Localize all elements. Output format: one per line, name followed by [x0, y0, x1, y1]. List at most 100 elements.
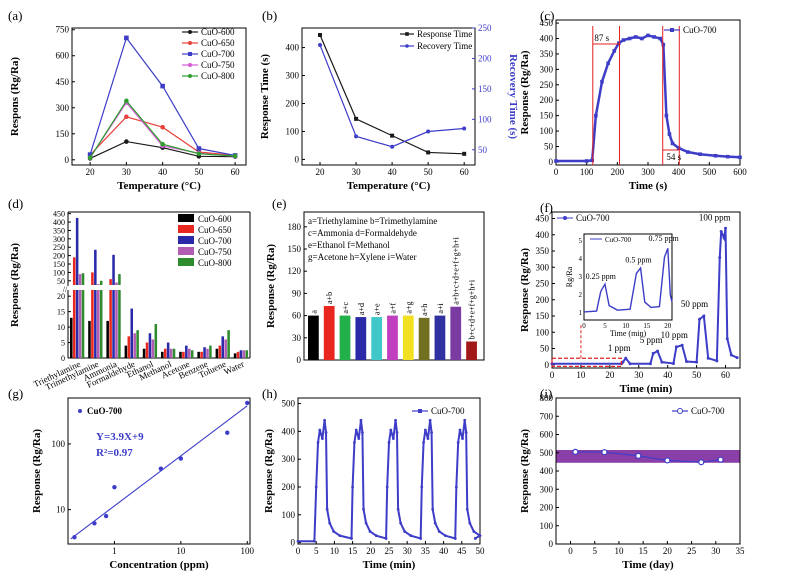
- data-point: [426, 437, 430, 441]
- y-tick-label: 0: [65, 155, 70, 165]
- x-tick-label: 50: [692, 370, 702, 380]
- y-tick-label: 0: [549, 539, 554, 549]
- y2-tick-label: 200: [478, 53, 492, 63]
- x-tick-label: 60: [721, 370, 731, 380]
- legend-label: CuO-650: [198, 225, 232, 235]
- legend-label: Recovery Time: [417, 41, 472, 51]
- data-point: [188, 63, 192, 67]
- bar: [182, 351, 185, 358]
- bar: [112, 290, 115, 358]
- plot-frame: [551, 211, 741, 369]
- y-tick-label: 750: [56, 25, 70, 35]
- data-point: [418, 409, 422, 413]
- data-point: [431, 507, 435, 511]
- y-tick-label: 180: [288, 222, 302, 232]
- bar: [197, 351, 200, 358]
- panel-label: (b): [262, 8, 277, 23]
- bar: [118, 290, 121, 358]
- bar: [179, 351, 182, 358]
- bar: [185, 345, 188, 358]
- series-line: [575, 451, 721, 463]
- data-point: [350, 537, 353, 540]
- r-squared: R²=0.97: [96, 447, 133, 459]
- bar: [227, 330, 230, 358]
- data-point: [624, 356, 628, 360]
- y-tick-label: 90: [292, 288, 302, 298]
- x-axis-label: Temperature (°C): [347, 180, 431, 192]
- y-tick-label: 0: [291, 538, 296, 548]
- data-point: [318, 43, 323, 48]
- data-point: [648, 362, 652, 366]
- bar: [70, 317, 73, 358]
- data-point: [463, 418, 467, 422]
- bar: [200, 351, 203, 358]
- annotation: 100 ppm: [699, 212, 731, 222]
- data-point: [478, 534, 482, 538]
- y-tick-label: 150: [540, 111, 554, 121]
- key-line: a=Triethylamine b=Trimethylamine: [308, 216, 437, 226]
- data-point: [698, 317, 702, 321]
- bar: [97, 290, 100, 358]
- data-point: [87, 152, 93, 157]
- data-point: [312, 539, 316, 543]
- bar-label: a+h: [420, 304, 429, 316]
- data-point: [433, 521, 437, 525]
- data-point: [354, 116, 359, 121]
- bar: [224, 339, 227, 358]
- data-point: [671, 361, 675, 365]
- data-point: [456, 441, 460, 444]
- panel-label: (i): [540, 386, 552, 401]
- data-point: [323, 418, 326, 422]
- legend-swatch: [178, 258, 194, 266]
- panel-label: (e): [272, 196, 286, 211]
- data-point: [403, 530, 407, 533]
- data-point: [324, 431, 328, 434]
- data-point: [640, 36, 644, 41]
- x-axis-label: Concentration (ppm): [109, 559, 209, 571]
- data-point: [651, 351, 655, 355]
- legend-label: CuO-750: [198, 247, 232, 257]
- data-point: [724, 226, 728, 230]
- data-point: [399, 521, 403, 525]
- data-point: [464, 431, 468, 434]
- data-point: [698, 152, 702, 157]
- y-axis-label: Response (Rg/Ra): [263, 429, 275, 513]
- x-tick-label: 50: [194, 167, 204, 177]
- bar: [151, 339, 155, 358]
- y-tick-label: 5: [61, 339, 65, 348]
- bar: [166, 342, 170, 358]
- data-point: [188, 41, 192, 45]
- y-tick-label: 150: [53, 260, 65, 269]
- series-line: [298, 420, 482, 543]
- y-axis-label: Response (Rg/Ra): [9, 243, 21, 327]
- y-tick-label: 10: [56, 505, 66, 515]
- y-axis-label: Response (Rg/Ra): [519, 429, 531, 513]
- x-tick-label: 40: [663, 370, 673, 380]
- axis-break-mark: //: [63, 285, 68, 294]
- legend-label: CuO-600: [201, 27, 235, 37]
- chart-a: (a)20 30 40 50 600150300450600750Temperature…: [8, 8, 247, 192]
- bar: [145, 342, 149, 358]
- y-tick-label: 200: [540, 503, 554, 513]
- data-point: [729, 353, 733, 357]
- y-tick-label: 700: [540, 411, 554, 421]
- data-point: [420, 485, 424, 489]
- bar: [124, 345, 128, 358]
- y-tick-label: 50: [544, 141, 554, 151]
- bar: [81, 290, 85, 358]
- bar: [161, 351, 164, 358]
- inset-line: [583, 248, 673, 313]
- y-tick-label: 250: [536, 279, 550, 289]
- data-point: [652, 35, 656, 39]
- x-tick-label: 60: [460, 167, 470, 177]
- data-point: [738, 155, 742, 160]
- data-point: [389, 428, 393, 432]
- bar-label: a+b+c+d+e+f+g+h+i: [452, 236, 461, 304]
- x-axis-label: Temperature (°C): [117, 180, 201, 192]
- y-tick-label: 300: [56, 103, 70, 113]
- bar: [136, 330, 139, 358]
- y-tick-label: 100: [53, 268, 65, 277]
- x-tick-label: 20: [605, 370, 615, 380]
- y-tick-label: 100: [282, 510, 296, 520]
